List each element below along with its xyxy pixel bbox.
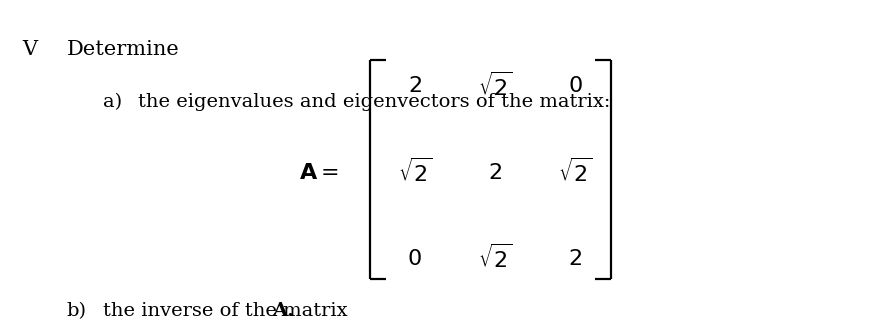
- Text: A.: A.: [272, 302, 293, 320]
- Text: a): a): [103, 93, 121, 111]
- Text: the eigenvalues and eigenvectors of the matrix:: the eigenvalues and eigenvectors of the …: [138, 93, 611, 111]
- Text: $2$: $2$: [488, 162, 502, 184]
- Text: the inverse of the matrix: the inverse of the matrix: [103, 302, 353, 320]
- Text: $2$: $2$: [408, 75, 422, 97]
- Text: $2$: $2$: [568, 248, 582, 270]
- Text: $0$: $0$: [568, 75, 582, 97]
- Text: $\sqrt{2}$: $\sqrt{2}$: [558, 158, 592, 187]
- Text: Determine: Determine: [67, 40, 179, 59]
- Text: $\sqrt{2}$: $\sqrt{2}$: [478, 245, 512, 273]
- Text: b): b): [67, 302, 87, 320]
- Text: V: V: [22, 40, 37, 59]
- Text: $\mathbf{A} =$: $\mathbf{A} =$: [299, 162, 339, 184]
- Text: $0$: $0$: [408, 248, 422, 270]
- Text: $\sqrt{2}$: $\sqrt{2}$: [478, 72, 512, 101]
- Text: $\sqrt{2}$: $\sqrt{2}$: [398, 158, 432, 187]
